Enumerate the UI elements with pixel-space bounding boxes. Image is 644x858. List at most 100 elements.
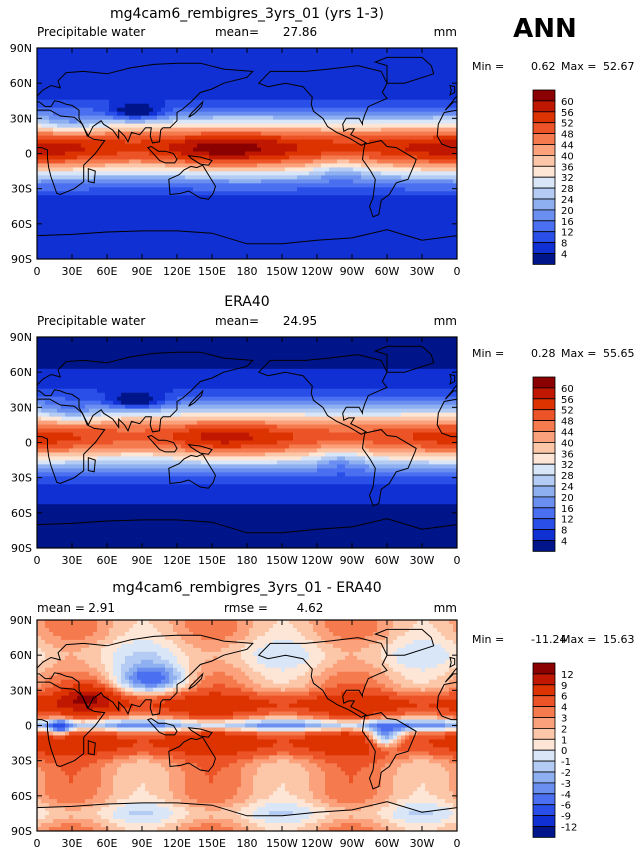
- colorbar-box: [532, 673, 556, 686]
- colorbar-label: 4: [561, 537, 567, 548]
- lon-label: 90W: [340, 837, 365, 850]
- lon-label: 0: [454, 265, 461, 278]
- colorbar-label: 36: [561, 162, 574, 173]
- coastline: [187, 155, 213, 166]
- coastline: [37, 801, 457, 817]
- colorbar-label: 12: [561, 515, 574, 526]
- coastline: [146, 434, 178, 453]
- colorbar-label: -1: [561, 757, 571, 768]
- lat-label: 60S: [11, 218, 32, 231]
- coastline: [188, 100, 204, 118]
- lon-label: 0: [34, 265, 41, 278]
- coastline: [361, 140, 417, 218]
- colorbar-label: 56: [561, 108, 574, 119]
- colorbar-box: [532, 165, 556, 178]
- coastline: [146, 145, 178, 164]
- colorbar-label: 32: [561, 460, 574, 471]
- colorbar-box: [532, 662, 556, 675]
- colorbar-box: [532, 187, 556, 200]
- colorbar-box: [532, 717, 556, 729]
- coastline: [436, 681, 457, 721]
- colorbar-box: [532, 507, 556, 520]
- lat-label: 60S: [11, 507, 32, 520]
- colorbar-label: 4: [561, 703, 567, 714]
- colorbar-label: 12: [561, 228, 574, 239]
- lat-label: 60N: [10, 366, 32, 379]
- lon-label: 120W: [301, 837, 333, 850]
- colorbar-label: 24: [561, 195, 574, 206]
- variable-label: Precipitable water: [37, 314, 145, 328]
- coastline: [37, 681, 106, 768]
- lon-label: 150E: [198, 554, 226, 567]
- min-value: 0.28: [531, 347, 556, 360]
- coastline: [168, 736, 217, 772]
- colorbar-box: [532, 154, 556, 167]
- lon-label: 30W: [410, 554, 435, 567]
- rmse-value: 4.62: [297, 601, 324, 615]
- colorbar-box: [532, 231, 556, 243]
- coastline: [373, 345, 435, 373]
- mean-label: mean=: [215, 25, 259, 39]
- colorbar-box: [532, 144, 556, 156]
- colorbar-label: 0: [561, 746, 567, 757]
- colorbar-box: [532, 409, 556, 422]
- colorbar-box: [532, 474, 556, 487]
- coastline: [257, 65, 388, 146]
- lon-label: 30E: [62, 554, 83, 567]
- colorbar-label: 24: [561, 482, 574, 493]
- mean-value: 2.91: [88, 601, 115, 615]
- season-label: ANN: [513, 14, 577, 44]
- coastline: [87, 740, 96, 756]
- max-label: Max =: [561, 633, 596, 646]
- mean-value: 27.86: [283, 25, 317, 39]
- colorbar-label: 9: [561, 681, 567, 692]
- units-label: mm: [434, 25, 457, 39]
- coastline: [449, 84, 456, 96]
- coastline: [87, 457, 96, 473]
- lon-label: 90E: [132, 554, 153, 567]
- coastline: [37, 398, 106, 485]
- colorbar-label: 36: [561, 449, 574, 460]
- lat-label: 30N: [10, 684, 32, 697]
- coastline: [361, 712, 417, 790]
- colorbar-box: [532, 684, 556, 697]
- colorbar-box: [532, 452, 556, 465]
- coastline: [168, 164, 217, 200]
- colorbar-box: [532, 420, 556, 432]
- colorbar-box: [532, 376, 556, 389]
- lon-label: 30W: [410, 837, 435, 850]
- colorbar-label: 16: [561, 504, 574, 515]
- coastline: [436, 109, 457, 149]
- colorbar-box: [532, 760, 556, 773]
- colorbar-label: 56: [561, 395, 574, 406]
- colorbar-label: 40: [561, 438, 574, 449]
- coastline: [436, 398, 457, 438]
- lat-label: 60N: [10, 649, 32, 662]
- mean-label: mean=: [215, 314, 259, 328]
- panel-2: ERA40 Precipitable water mean= 24.95 mm Min =…: [10, 294, 635, 567]
- coastline: [37, 229, 457, 245]
- lon-label: 90W: [340, 265, 365, 278]
- coastline: [37, 109, 106, 196]
- lon-label: 60E: [97, 554, 118, 567]
- units-label: mm: [434, 314, 457, 328]
- coastline: [87, 167, 96, 184]
- colorbar-box: [532, 518, 556, 531]
- colorbar-box: [532, 782, 556, 795]
- coastline: [257, 354, 388, 435]
- map-field: [37, 337, 457, 548]
- colorbar-box: [532, 771, 556, 784]
- colorbar-label: 48: [561, 130, 574, 141]
- colorbar-label: 8: [561, 526, 567, 537]
- lon-label: 150W: [266, 265, 298, 278]
- lat-label: 90S: [11, 253, 32, 266]
- colorbar-box: [532, 111, 556, 124]
- lon-label: 150W: [266, 554, 298, 567]
- colorbar-label: 6: [561, 692, 567, 703]
- max-value: 55.65: [603, 347, 635, 360]
- lon-label: 120W: [301, 265, 333, 278]
- lon-label: 60W: [375, 265, 400, 278]
- lon-label: 120E: [163, 837, 191, 850]
